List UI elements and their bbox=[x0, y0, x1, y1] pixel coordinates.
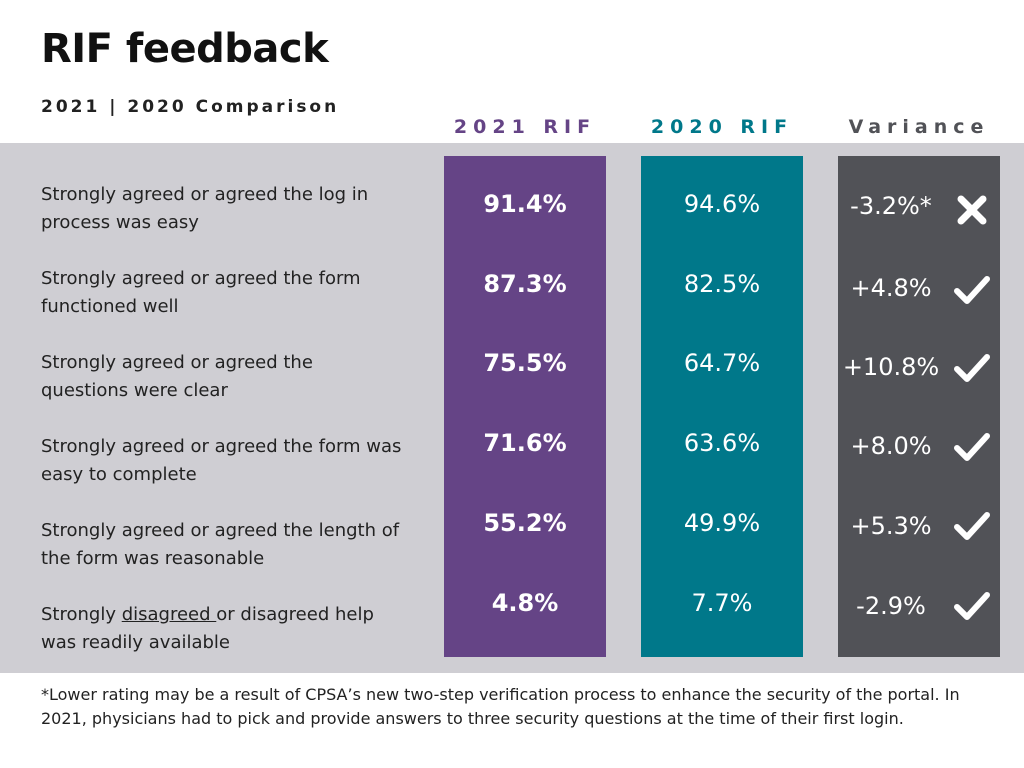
value-2021: 4.8% bbox=[491, 589, 559, 617]
row-label-line2: was readily available bbox=[41, 632, 231, 653]
row-label: Strongly agreed or agreed the length of … bbox=[41, 517, 436, 573]
row-label-line1: Strongly agreed or agreed the form bbox=[41, 268, 361, 289]
row-label: Strongly agreed or agreed the questions … bbox=[41, 349, 436, 405]
check-icon bbox=[954, 512, 990, 540]
row-label: Strongly agreed or agreed the form was e… bbox=[41, 433, 436, 489]
value-variance: -2.9% bbox=[856, 592, 926, 620]
value-2021: 91.4% bbox=[483, 190, 567, 218]
column-2020-panel bbox=[641, 156, 803, 657]
value-2021: 75.5% bbox=[483, 349, 567, 377]
row-label-line1: Strongly agreed or agreed the form was bbox=[41, 436, 402, 457]
value-2020: 64.7% bbox=[683, 349, 761, 377]
value-2020: 49.9% bbox=[683, 509, 761, 537]
column-header-2021: 2021 RIF bbox=[453, 116, 597, 138]
row-label-line2: the form was reasonable bbox=[41, 548, 265, 569]
value-2020: 94.6% bbox=[683, 190, 761, 218]
check-icon bbox=[954, 433, 990, 461]
row-label: Strongly disagreed or disagreed help was… bbox=[41, 601, 436, 657]
row-label: Strongly agreed or agreed the form funct… bbox=[41, 265, 436, 321]
value-2021: 71.6% bbox=[483, 429, 567, 457]
cross-icon bbox=[957, 195, 987, 225]
value-variance: +5.3% bbox=[850, 512, 932, 540]
row-label: Strongly agreed or agreed the log in pro… bbox=[41, 181, 436, 237]
footnote: *Lower rating may be a result of CPSA’s … bbox=[41, 685, 960, 728]
page-subtitle: 2021 | 2020 Comparison bbox=[41, 97, 340, 117]
value-2020: 82.5% bbox=[683, 270, 761, 298]
value-2021: 87.3% bbox=[483, 270, 567, 298]
check-icon bbox=[954, 592, 990, 620]
row-label-line2: easy to complete bbox=[41, 464, 197, 485]
column-variance-panel bbox=[838, 156, 1000, 657]
check-icon bbox=[954, 276, 990, 304]
row-label-post: or disagreed help bbox=[216, 604, 374, 625]
value-variance: +10.8% bbox=[842, 353, 940, 381]
row-label-line2: process was easy bbox=[41, 212, 199, 233]
column-header-2020: 2020 RIF bbox=[650, 116, 794, 138]
value-variance: -3.2%* bbox=[850, 192, 932, 220]
row-label-line1: Strongly agreed or agreed the log in bbox=[41, 184, 369, 205]
page-title: RIF feedback bbox=[41, 26, 329, 72]
row-label-underlined: disagreed bbox=[121, 604, 217, 625]
value-2021: 55.2% bbox=[483, 509, 567, 537]
row-label-line2: functioned well bbox=[41, 296, 179, 317]
value-variance: +4.8% bbox=[850, 274, 932, 302]
value-variance: +8.0% bbox=[850, 432, 932, 460]
row-label-line1: Strongly agreed or agreed the length of bbox=[41, 520, 400, 541]
check-icon bbox=[954, 354, 990, 382]
row-label-pre: Strongly bbox=[41, 604, 122, 625]
value-2020: 7.7% bbox=[691, 589, 753, 617]
column-header-variance: Variance bbox=[848, 116, 990, 138]
value-2020: 63.6% bbox=[683, 429, 761, 457]
row-label-line1: Strongly agreed or agreed the bbox=[41, 352, 313, 373]
column-2021-panel bbox=[444, 156, 606, 657]
row-label-line2: questions were clear bbox=[41, 380, 228, 401]
